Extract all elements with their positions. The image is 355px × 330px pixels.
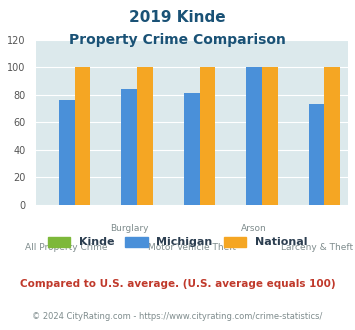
Bar: [262, 67, 278, 205]
Bar: [137, 67, 153, 205]
Bar: [121, 89, 137, 205]
Text: Compared to U.S. average. (U.S. average equals 100): Compared to U.S. average. (U.S. average …: [20, 279, 335, 289]
Bar: [59, 100, 75, 205]
Bar: [75, 67, 90, 205]
Text: Burglary: Burglary: [110, 224, 148, 233]
Text: © 2024 CityRating.com - https://www.cityrating.com/crime-statistics/: © 2024 CityRating.com - https://www.city…: [32, 312, 323, 321]
Text: Arson: Arson: [241, 224, 267, 233]
Text: All Property Crime: All Property Crime: [26, 243, 108, 251]
Bar: [184, 93, 200, 205]
Text: Larceny & Theft: Larceny & Theft: [280, 243, 353, 251]
Text: Motor Vehicle Theft: Motor Vehicle Theft: [148, 243, 236, 251]
Legend: Kinde, Michigan, National: Kinde, Michigan, National: [43, 232, 312, 252]
Bar: [324, 67, 340, 205]
Bar: [309, 104, 324, 205]
Bar: [200, 67, 215, 205]
Text: Property Crime Comparison: Property Crime Comparison: [69, 33, 286, 47]
Text: 2019 Kinde: 2019 Kinde: [129, 10, 226, 25]
Bar: [246, 67, 262, 205]
